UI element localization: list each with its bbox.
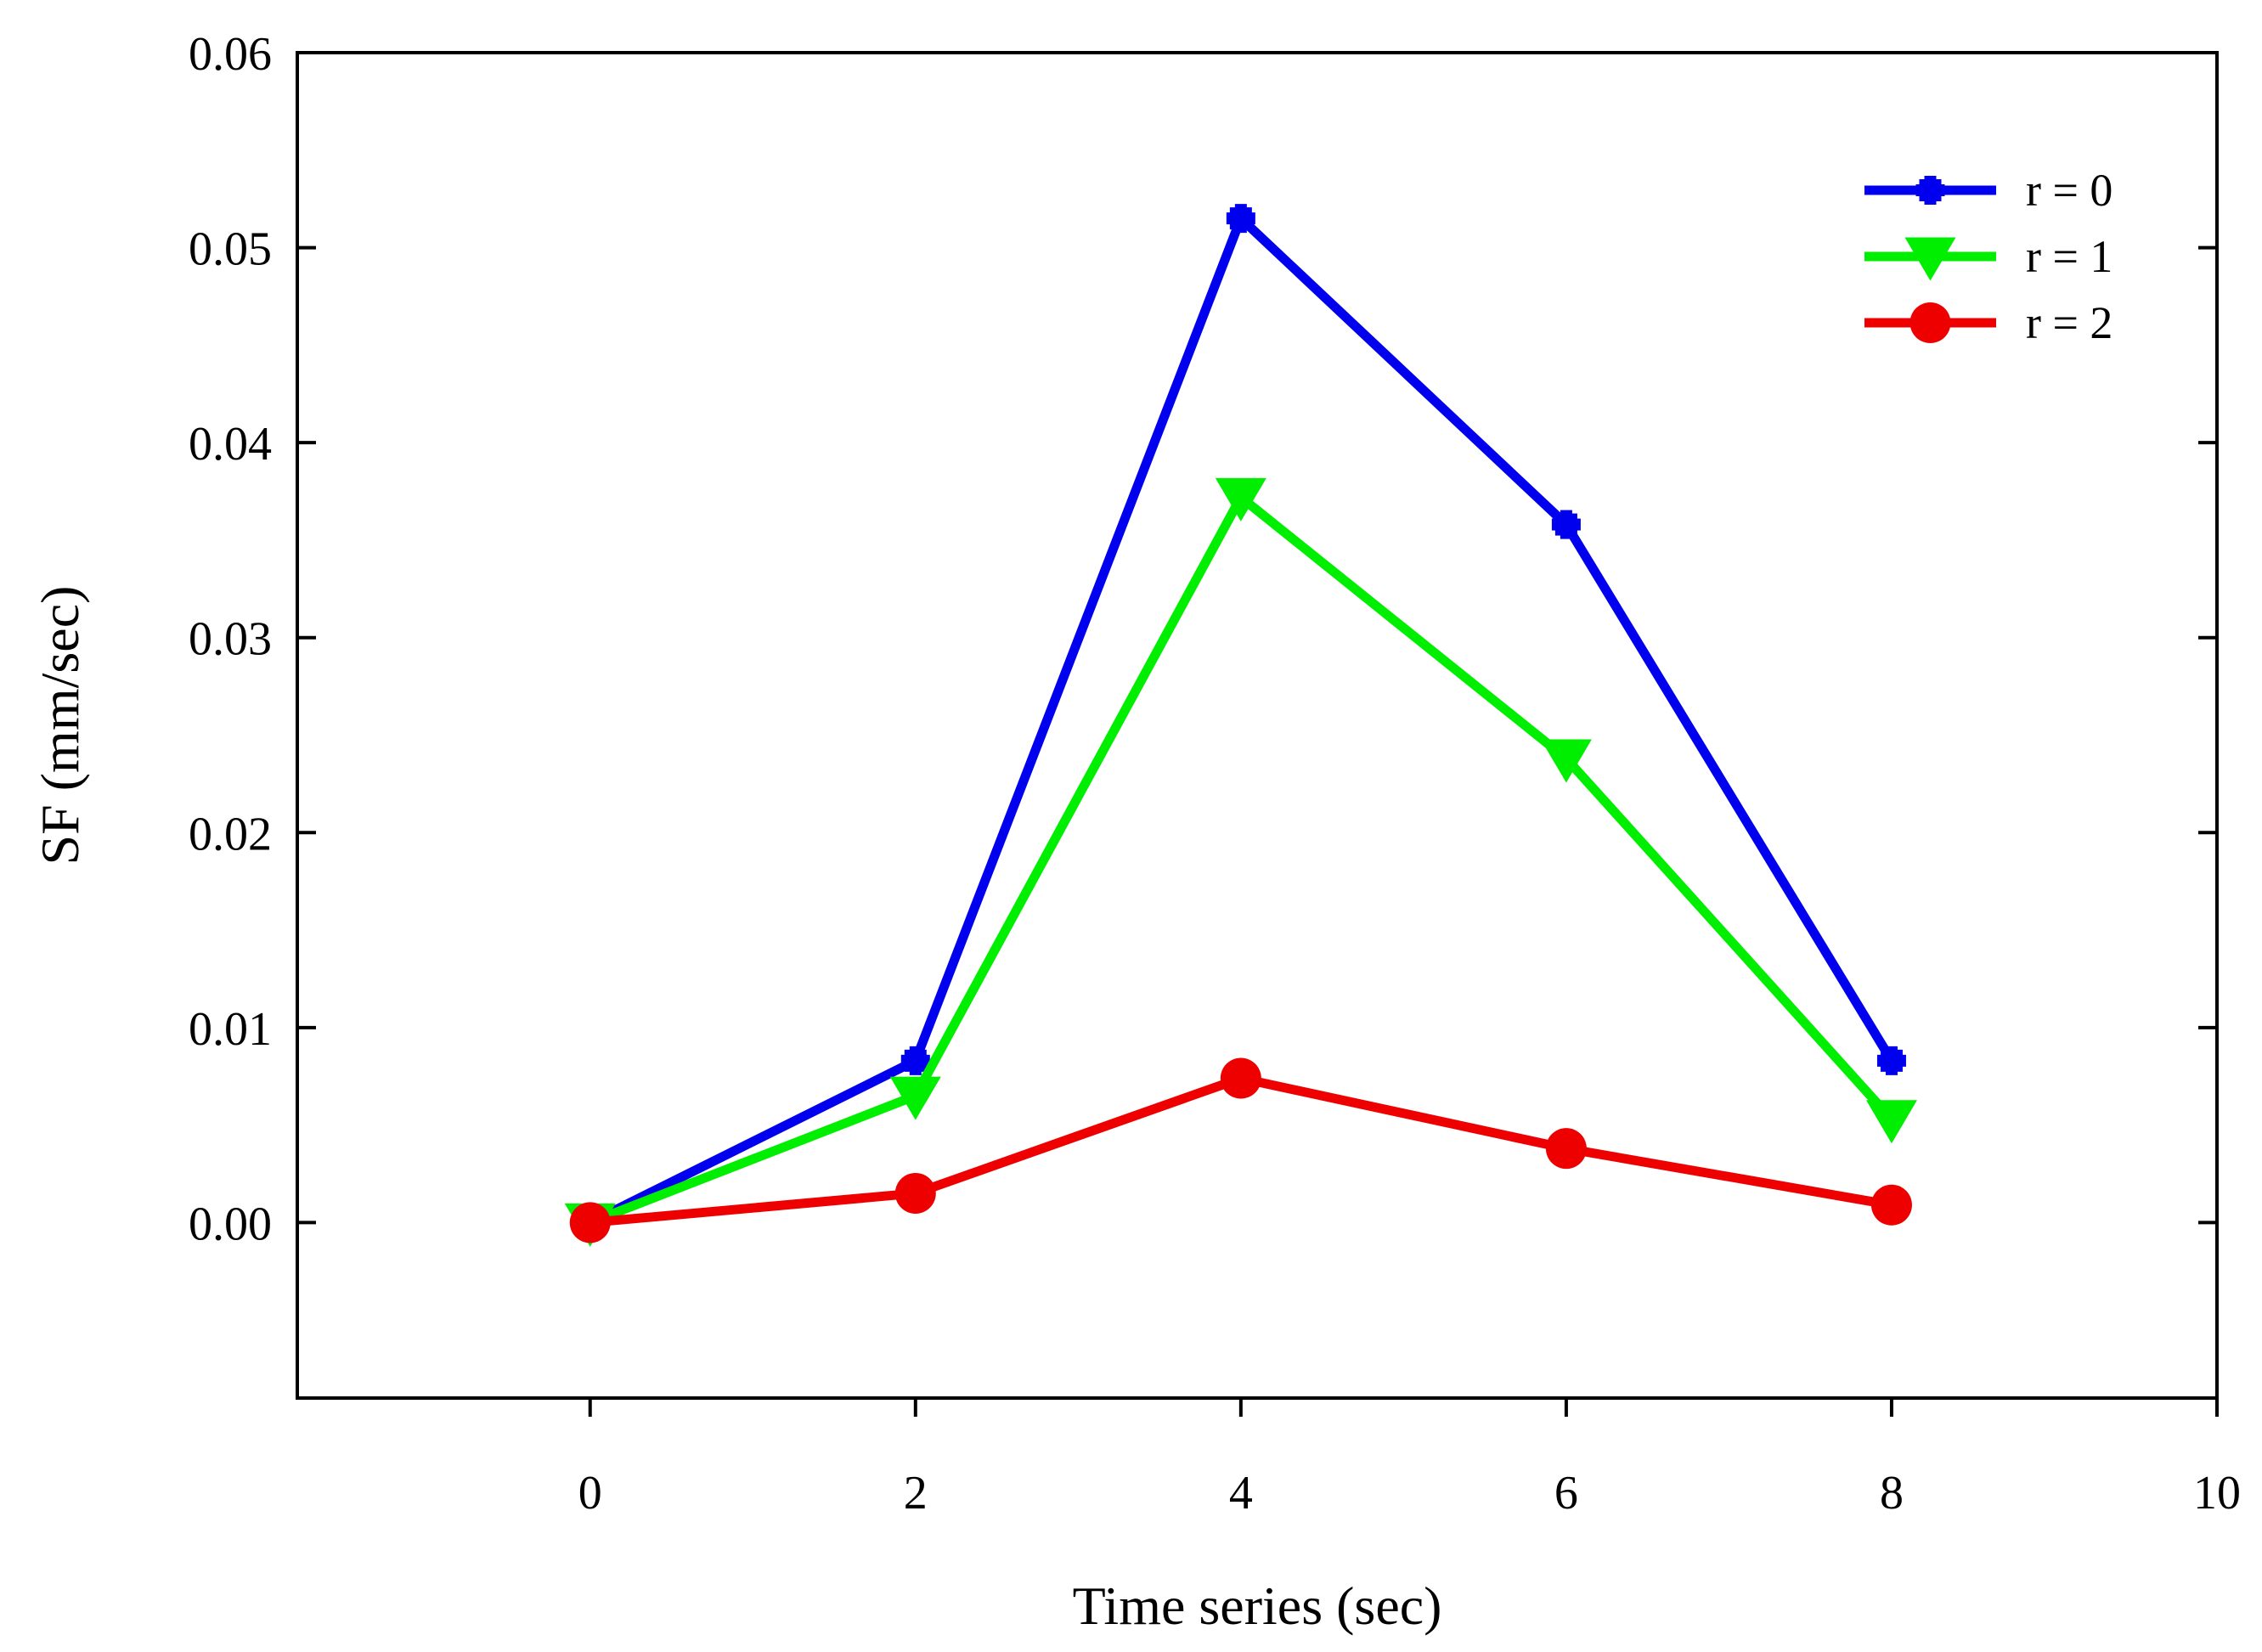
data-point-r-2 xyxy=(894,1172,936,1214)
data-point-r-1 xyxy=(1215,477,1266,522)
legend-marker-r-0 xyxy=(1915,176,1945,205)
data-point-r-0 xyxy=(1226,204,1255,234)
legend-marker-r-2 xyxy=(1909,302,1951,343)
plot-frame xyxy=(296,51,2219,1400)
x-axis-title: Time series (sec) xyxy=(1073,1576,1442,1636)
x-axis: 0 2 4 6 8 10 xyxy=(578,1398,2241,1520)
series-layer xyxy=(564,204,1917,1247)
data-point-r-2 xyxy=(1545,1128,1587,1170)
y-axis-title: SF (mm/sec) xyxy=(30,586,90,865)
y-tick-label: 0.01 xyxy=(189,1003,272,1056)
data-point-r-1 xyxy=(889,1076,941,1120)
y-axis: 0.00 0.01 0.02 0.03 0.04 0.05 0.06 xyxy=(189,28,2217,1250)
legend-marker-r-1 xyxy=(1904,237,1956,281)
legend-label: r = 0 xyxy=(2026,165,2113,216)
y-tick-label: 0.00 xyxy=(189,1198,272,1250)
y-tick-label: 0.05 xyxy=(189,223,272,276)
legend-item-r-0: r = 0 xyxy=(1864,165,2113,216)
legend-item-r-2: r = 2 xyxy=(1864,297,2113,348)
data-point-r-2 xyxy=(1220,1057,1261,1099)
x-tick-label: 8 xyxy=(1880,1467,1904,1520)
data-point-r-2 xyxy=(1870,1184,1912,1226)
data-point-r-0 xyxy=(900,1046,930,1075)
data-point-r-0 xyxy=(1551,510,1581,539)
data-point-r-0 xyxy=(1876,1046,1906,1075)
data-point-r-1 xyxy=(1865,1100,1917,1144)
legend-item-r-1: r = 1 xyxy=(1864,231,2113,282)
x-tick-label: 2 xyxy=(904,1467,928,1520)
x-tick-label: 4 xyxy=(1229,1467,1253,1520)
y-tick-label: 0.04 xyxy=(189,418,272,471)
data-point-r-1 xyxy=(1540,739,1592,783)
x-tick-label: 10 xyxy=(2193,1467,2241,1520)
data-point-r-2 xyxy=(569,1202,611,1243)
y-tick-label: 0.06 xyxy=(189,28,272,81)
legend-label: r = 1 xyxy=(2026,231,2113,282)
legend: r = 0 r = 1 r = 2 xyxy=(1864,165,2113,348)
series-r-2 xyxy=(569,1057,1912,1243)
y-tick-label: 0.03 xyxy=(189,613,272,666)
y-tick-label: 0.02 xyxy=(189,808,272,860)
x-tick-label: 0 xyxy=(578,1467,602,1520)
x-tick-label: 6 xyxy=(1554,1467,1578,1520)
series-line-r-1 xyxy=(588,492,1896,1227)
legend-label: r = 2 xyxy=(2026,297,2113,348)
